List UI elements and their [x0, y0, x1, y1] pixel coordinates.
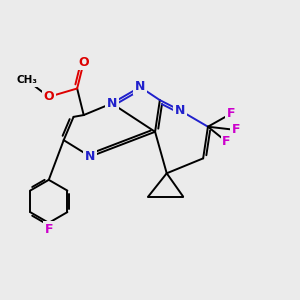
- Text: N: N: [106, 97, 117, 110]
- Text: O: O: [78, 56, 89, 69]
- Text: F: F: [227, 107, 236, 120]
- Text: F: F: [232, 124, 241, 136]
- Text: F: F: [222, 135, 231, 148]
- Text: N: N: [85, 150, 95, 163]
- Text: N: N: [175, 104, 185, 117]
- Text: CH₃: CH₃: [17, 75, 38, 85]
- Text: F: F: [44, 223, 53, 236]
- Text: O: O: [44, 90, 54, 103]
- Text: N: N: [135, 80, 145, 94]
